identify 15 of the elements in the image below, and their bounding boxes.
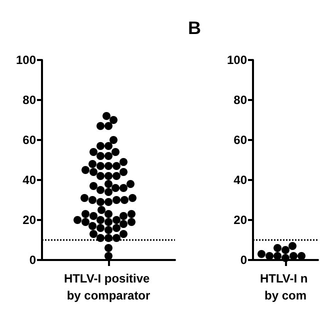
y-tick-label: 20 [234, 213, 248, 227]
y-tick-label: 100 [226, 53, 248, 67]
y-tick-label: 80 [234, 93, 248, 107]
y-tick-label: 60 [22, 133, 36, 147]
y-tick-label: 40 [22, 173, 36, 187]
y-tick-label: 20 [22, 213, 36, 227]
y-tick-label: 60 [234, 133, 248, 147]
y-tick-label: 80 [22, 93, 36, 107]
y-tick-label: 100 [16, 53, 36, 67]
chart-title: B [188, 18, 201, 38]
x-tick-label: HTLV-I positive by comparator [64, 272, 154, 302]
x-tick-label: HTLV-I n by com [260, 272, 312, 302]
y-tick-label: 0 [240, 253, 248, 267]
y-tick-label: 0 [29, 253, 36, 267]
y-tick-label: 40 [234, 173, 248, 187]
